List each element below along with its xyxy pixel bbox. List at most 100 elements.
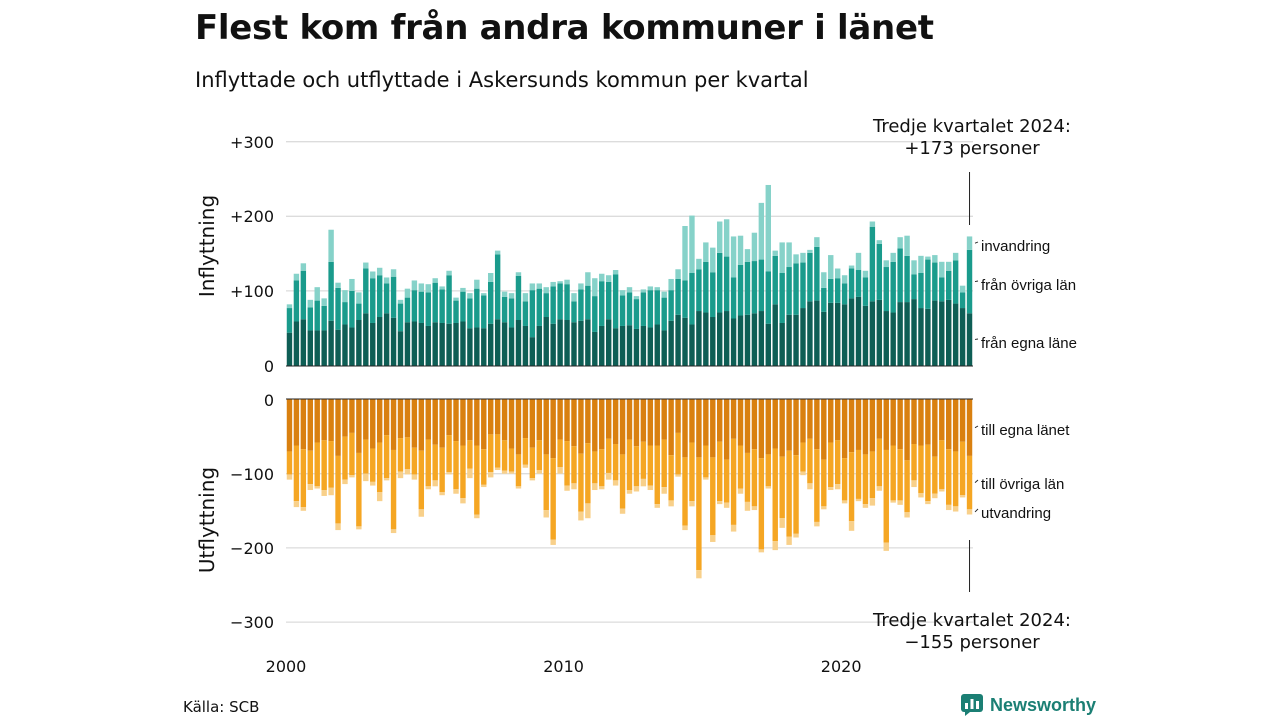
bar-out-emigration [897, 500, 903, 505]
bar-out-same-county [772, 399, 778, 449]
bar-out-other-counties [959, 441, 966, 496]
bar-in-same-county [550, 323, 556, 366]
bar-out-emigration [904, 512, 910, 518]
bar-in-immigration [834, 268, 841, 279]
bar-out-emigration [328, 487, 334, 496]
lower-axis-title: Utflyttning [195, 467, 219, 573]
bar-out-same-county [446, 399, 452, 436]
bar-out-same-county [460, 399, 466, 446]
bar-in-same-county [557, 319, 563, 366]
bar-out-emigration [363, 473, 369, 482]
bar-out-other-counties [779, 456, 785, 519]
bar-in-same-county [904, 302, 910, 366]
bar-in-same-county [626, 325, 633, 366]
bar-out-other-counties [675, 432, 681, 475]
bar-out-emigration [807, 483, 813, 490]
bar-in-same-county [911, 299, 917, 366]
bar-in-other-counties [314, 300, 320, 331]
bar-in-same-county [356, 319, 362, 366]
bar-in-same-county [467, 328, 473, 366]
bar-out-other-counties [515, 454, 522, 487]
bar-in-same-county [501, 322, 508, 366]
bar-in-same-county [612, 328, 619, 366]
label-leader [974, 479, 979, 483]
bar-in-same-county [675, 314, 681, 366]
bar-out-other-counties [397, 438, 404, 472]
bar-out-same-county [612, 399, 619, 445]
bar-in-other-counties [807, 252, 813, 302]
bar-in-other-counties [571, 301, 577, 323]
bar-out-same-county [897, 399, 903, 450]
bar-in-same-county [515, 319, 522, 366]
bar-out-emigration [682, 525, 688, 531]
bar-in-same-county [855, 296, 862, 366]
bar-out-other-counties [751, 449, 758, 507]
bar-out-emigration [293, 501, 300, 508]
bar-in-same-county [619, 325, 626, 366]
bar-out-other-counties [883, 449, 889, 543]
bar-in-same-county [918, 308, 924, 366]
bar-in-immigration [411, 280, 418, 291]
bar-out-other-counties [911, 444, 917, 481]
bar-in-other-counties [633, 299, 640, 329]
bar-in-other-counties [467, 298, 473, 329]
bar-in-same-county [668, 320, 674, 366]
bar-out-emigration [494, 467, 501, 470]
bar-out-other-counties [474, 445, 480, 515]
bar-out-same-county [453, 399, 459, 442]
bar-in-same-county [696, 311, 702, 366]
bar-out-emigration [404, 469, 411, 475]
bar-in-other-counties [911, 274, 917, 300]
bar-out-emigration [883, 542, 889, 551]
bar-out-other-counties [758, 458, 765, 550]
bar-out-same-county [744, 399, 751, 453]
bar-out-same-county [737, 399, 744, 446]
bar-out-emigration [411, 474, 418, 480]
bar-in-other-counties [966, 249, 973, 314]
bar-out-emigration [800, 471, 806, 476]
label-invandring: invandring [981, 238, 1050, 255]
bar-out-same-county [564, 399, 570, 442]
bar-in-immigration [904, 235, 910, 256]
bar-in-immigration [481, 293, 487, 296]
bar-in-other-counties [939, 277, 945, 302]
bar-in-immigration [564, 279, 570, 285]
bar-out-other-counties [592, 451, 598, 484]
bar-in-same-county [897, 302, 903, 366]
bar-in-other-counties [515, 275, 522, 320]
bar-out-emigration [501, 470, 508, 474]
bar-in-immigration [932, 255, 938, 263]
bar-in-other-counties [605, 281, 612, 320]
bar-in-immigration [599, 273, 605, 282]
bar-out-other-counties [939, 440, 945, 490]
bar-in-immigration [418, 283, 425, 292]
bar-out-same-county [703, 399, 709, 446]
bar-in-immigration [730, 236, 737, 278]
bar-in-other-counties [723, 256, 730, 312]
bar-out-emigration [772, 541, 778, 551]
bar-in-same-county [807, 301, 813, 366]
bar-in-immigration [800, 252, 806, 263]
bar-out-same-county [585, 399, 591, 444]
bar-in-other-counties [529, 290, 536, 338]
bar-out-same-county [946, 399, 952, 450]
bar-out-emigration [966, 509, 973, 515]
bar-out-emigration [425, 486, 431, 490]
bar-out-emigration [536, 469, 542, 474]
bar-out-emigration [321, 490, 327, 496]
bar-out-same-county [800, 399, 806, 443]
bar-out-other-counties [564, 441, 570, 486]
bar-in-same-county [536, 325, 542, 366]
bar-in-other-counties [300, 270, 307, 320]
bar-in-immigration [605, 275, 612, 282]
bar-in-immigration [488, 272, 494, 282]
bar-in-other-counties [689, 272, 695, 325]
bar-in-other-counties [952, 260, 959, 304]
bar-out-same-county [286, 399, 293, 452]
bar-in-other-counties [293, 280, 300, 322]
chart-title: Flest kom från andra kommuner i länet [195, 8, 934, 48]
bar-out-same-county [501, 399, 508, 441]
bar-out-same-county [383, 399, 390, 436]
bar-out-same-county [557, 399, 563, 440]
bar-out-emigration [383, 478, 390, 481]
